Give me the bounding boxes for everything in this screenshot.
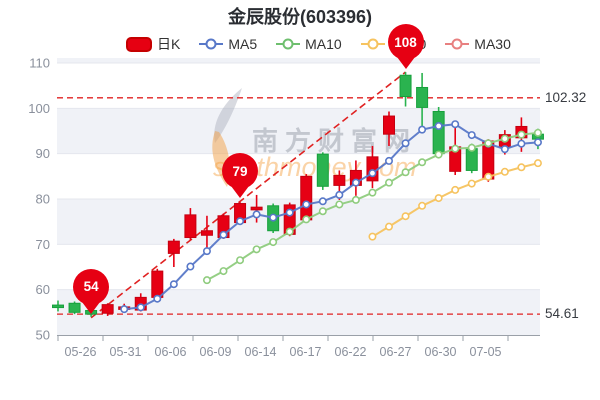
svg-text:06-17: 06-17 xyxy=(290,345,322,359)
svg-text:60: 60 xyxy=(36,282,50,297)
ma20-line-icon xyxy=(360,38,385,50)
legend-label: MA5 xyxy=(228,36,258,52)
y-axis-labels: 110 100 90 80 70 60 50 xyxy=(28,56,50,343)
ma-line-ma20 xyxy=(368,159,542,241)
mark-lines xyxy=(57,97,540,315)
svg-text:110: 110 xyxy=(29,56,50,71)
legend-label: MA30 xyxy=(474,36,511,52)
annotation-badge-79: 79 xyxy=(222,153,259,190)
svg-text:06-27: 06-27 xyxy=(380,345,412,359)
annotation-badge-low-54: 54 xyxy=(73,268,110,305)
plot-bands xyxy=(57,58,540,335)
svg-text:07-05: 07-05 xyxy=(470,345,502,359)
svg-text:06-06: 06-06 xyxy=(155,345,187,359)
ma5-line-icon xyxy=(199,38,224,50)
svg-text:06-22: 06-22 xyxy=(335,345,367,359)
ma30-line-icon xyxy=(445,38,470,50)
hline-label-high: 102.32 xyxy=(545,90,587,105)
legend-item-daily-k[interactable]: 日K xyxy=(126,34,180,54)
gridlines xyxy=(57,62,540,291)
svg-text:100: 100 xyxy=(28,101,50,116)
svg-text:06-30: 06-30 xyxy=(425,345,457,359)
legend-item-ma30[interactable]: MA30 xyxy=(445,36,511,52)
hline-label-low: 54.61 xyxy=(545,306,579,321)
svg-text:05-26: 05-26 xyxy=(65,345,97,359)
ma-line-ma5 xyxy=(120,120,542,314)
legend: 日K MA5 MA10 MA20 MA30 xyxy=(126,34,511,54)
svg-text:06-14: 06-14 xyxy=(245,345,277,359)
legend-item-ma5[interactable]: MA5 xyxy=(199,36,257,52)
ma-line-ma10 xyxy=(202,128,542,285)
svg-text:50: 50 xyxy=(36,328,50,343)
legend-label: MA10 xyxy=(305,36,342,52)
ma10-line-icon xyxy=(276,38,301,50)
chart-title: 金辰股份(603396) xyxy=(227,7,373,27)
svg-text:05-31: 05-31 xyxy=(110,345,142,359)
legend-label: 日K xyxy=(157,36,181,52)
svg-text:70: 70 xyxy=(36,237,50,252)
svg-text:80: 80 xyxy=(36,192,50,207)
legend-item-ma10[interactable]: MA10 xyxy=(276,36,342,52)
x-axis-labels: 05-26 05-31 06-06 06-09 06-14 06-17 06-22 06-27… xyxy=(65,345,502,359)
annotation-badge-high-108: 108 xyxy=(387,24,424,61)
svg-text:06-09: 06-09 xyxy=(200,345,232,359)
axes xyxy=(57,335,540,341)
svg-text:90: 90 xyxy=(36,146,50,161)
daily-k-swatch-icon xyxy=(126,36,152,52)
